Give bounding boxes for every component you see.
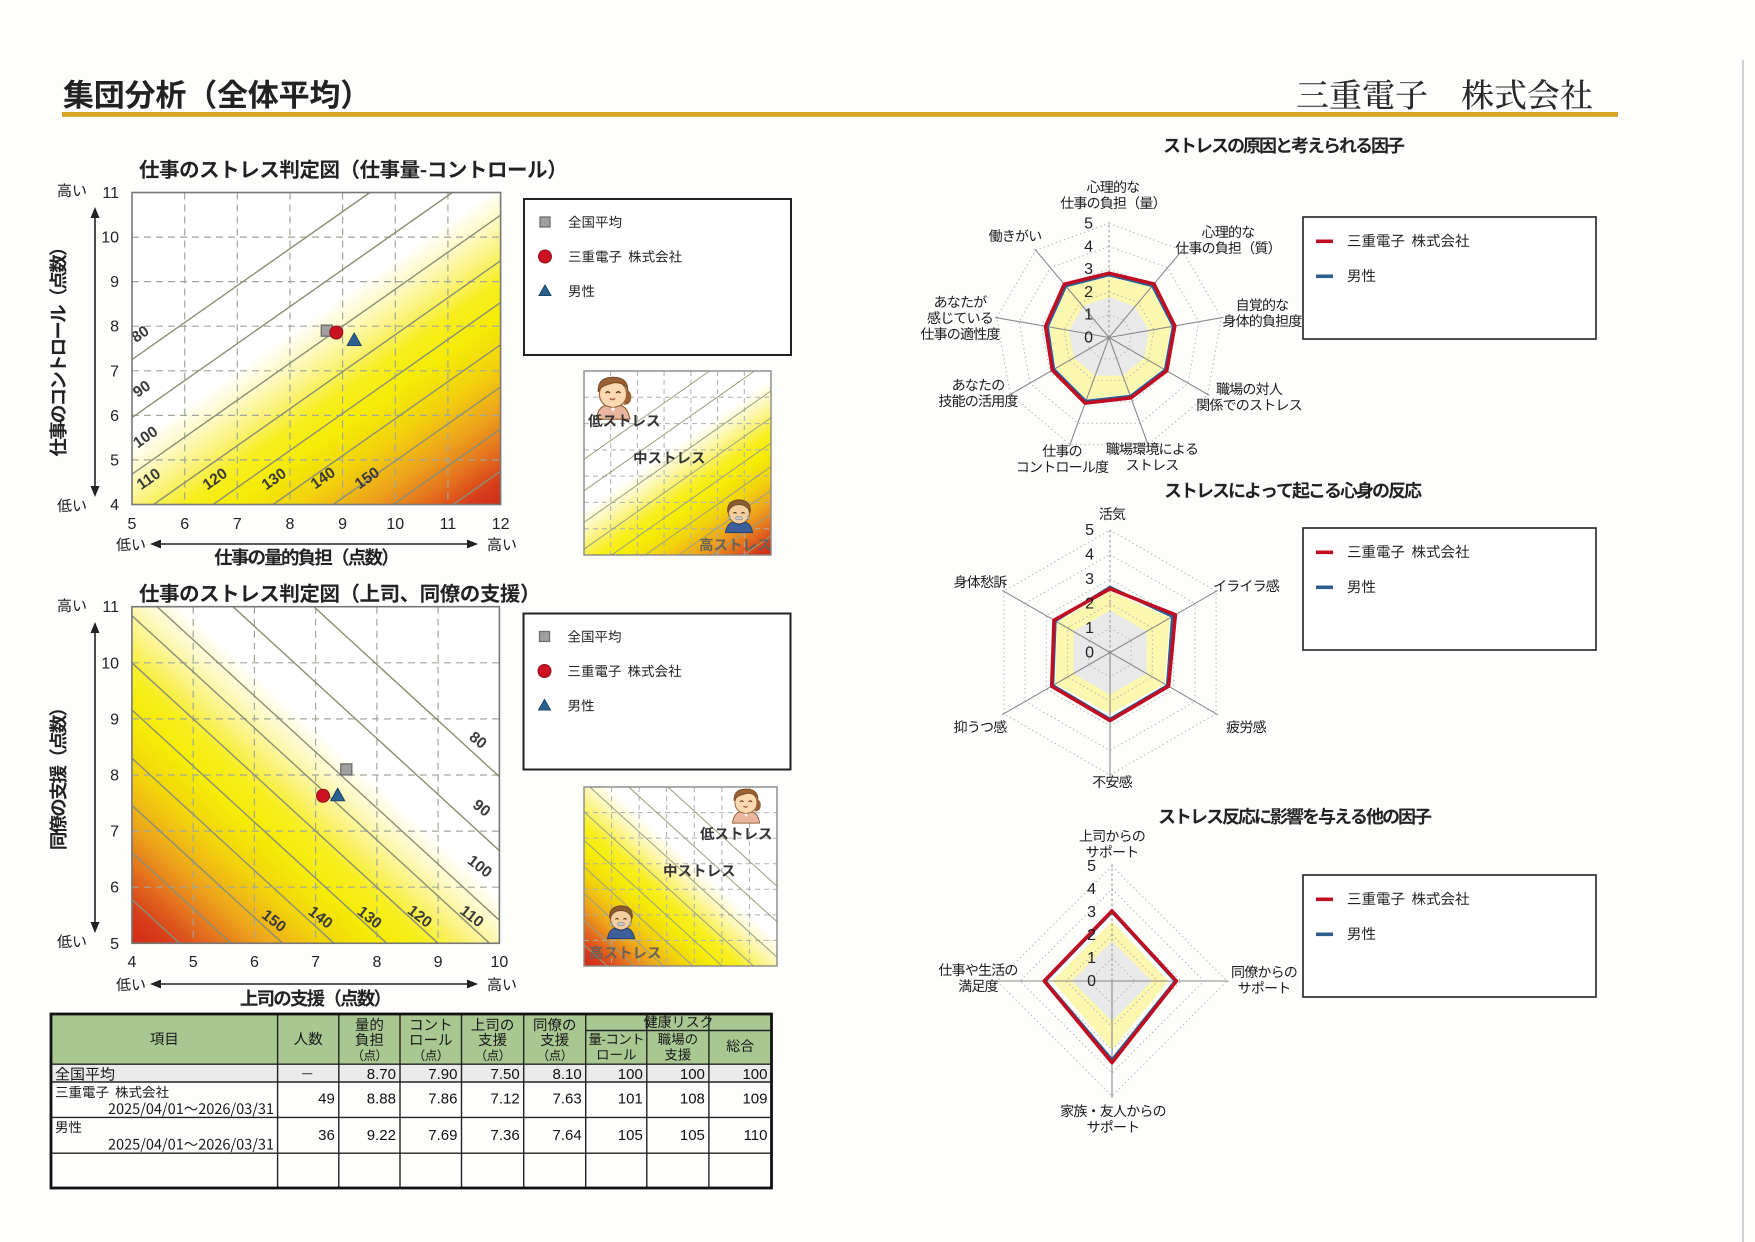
svg-text:11: 11 [102,599,119,616]
svg-text:90: 90 [130,378,154,402]
svg-text:100: 100 [742,1066,767,1083]
svg-text:10: 10 [101,655,119,672]
svg-text:7.63: 7.63 [552,1091,581,1108]
svg-text:3: 3 [1084,261,1093,278]
svg-text:0: 0 [1085,645,1094,662]
svg-text:4: 4 [1084,238,1093,255]
svg-text:7: 7 [233,516,242,533]
svg-text:7: 7 [110,824,119,841]
svg-text:8.10: 8.10 [552,1066,581,1083]
svg-text:7.90: 7.90 [428,1066,457,1083]
svg-text:9: 9 [338,516,347,533]
svg-text:9: 9 [110,274,119,291]
svg-text:36: 36 [318,1127,335,1144]
svg-text:5: 5 [1084,216,1093,233]
svg-text:5: 5 [1087,858,1096,875]
svg-text:5: 5 [128,516,137,533]
svg-text:109: 109 [742,1091,767,1108]
svg-text:9: 9 [110,711,119,728]
svg-text:1: 1 [1084,307,1093,324]
svg-text:7: 7 [110,363,119,380]
svg-text:6: 6 [110,880,119,897]
svg-text:2: 2 [1087,927,1096,944]
svg-text:5: 5 [110,452,119,469]
svg-text:1: 1 [1085,620,1094,637]
svg-text:7.12: 7.12 [490,1091,519,1108]
svg-text:12: 12 [492,516,510,533]
svg-text:4: 4 [127,954,136,971]
svg-text:0: 0 [1087,973,1096,990]
svg-text:4: 4 [1085,547,1094,564]
svg-text:7.69: 7.69 [428,1127,457,1144]
svg-text:9.22: 9.22 [367,1127,396,1144]
svg-text:6: 6 [110,408,119,425]
svg-text:10: 10 [491,954,509,971]
svg-text:9: 9 [434,954,443,971]
svg-text:110: 110 [744,1127,768,1144]
svg-text:6: 6 [250,954,259,971]
svg-text:100: 100 [618,1066,643,1083]
svg-text:2: 2 [1084,284,1093,301]
svg-text:4: 4 [110,497,119,514]
svg-text:6: 6 [180,516,189,533]
svg-text:105: 105 [618,1127,643,1144]
svg-text:5: 5 [189,954,198,971]
svg-text:8: 8 [110,319,119,336]
svg-text:0: 0 [1084,330,1093,347]
svg-text:101: 101 [618,1091,643,1108]
svg-text:10: 10 [386,516,404,533]
svg-text:2: 2 [1085,596,1094,613]
svg-text:5: 5 [110,936,119,953]
svg-text:8: 8 [110,768,119,785]
svg-text:7.36: 7.36 [490,1127,519,1144]
svg-text:7.50: 7.50 [490,1066,519,1083]
svg-text:108: 108 [680,1091,705,1108]
svg-text:4: 4 [1087,881,1096,898]
svg-text:7.64: 7.64 [552,1127,581,1144]
svg-text:80: 80 [129,323,153,347]
svg-text:8.70: 8.70 [367,1066,396,1083]
svg-text:11: 11 [102,185,119,202]
svg-text:5: 5 [1085,522,1094,539]
svg-text:8.88: 8.88 [367,1091,396,1108]
svg-text:10: 10 [101,230,119,247]
svg-text:1: 1 [1087,950,1096,967]
svg-text:100: 100 [680,1066,705,1083]
svg-text:7.86: 7.86 [428,1091,457,1108]
svg-text:11: 11 [440,516,457,533]
svg-text:3: 3 [1085,571,1094,588]
svg-text:3: 3 [1087,904,1096,921]
svg-text:105: 105 [680,1127,705,1144]
svg-text:8: 8 [372,954,381,971]
svg-text:7: 7 [311,954,320,971]
svg-text:49: 49 [318,1091,335,1108]
svg-text:8: 8 [286,516,295,533]
